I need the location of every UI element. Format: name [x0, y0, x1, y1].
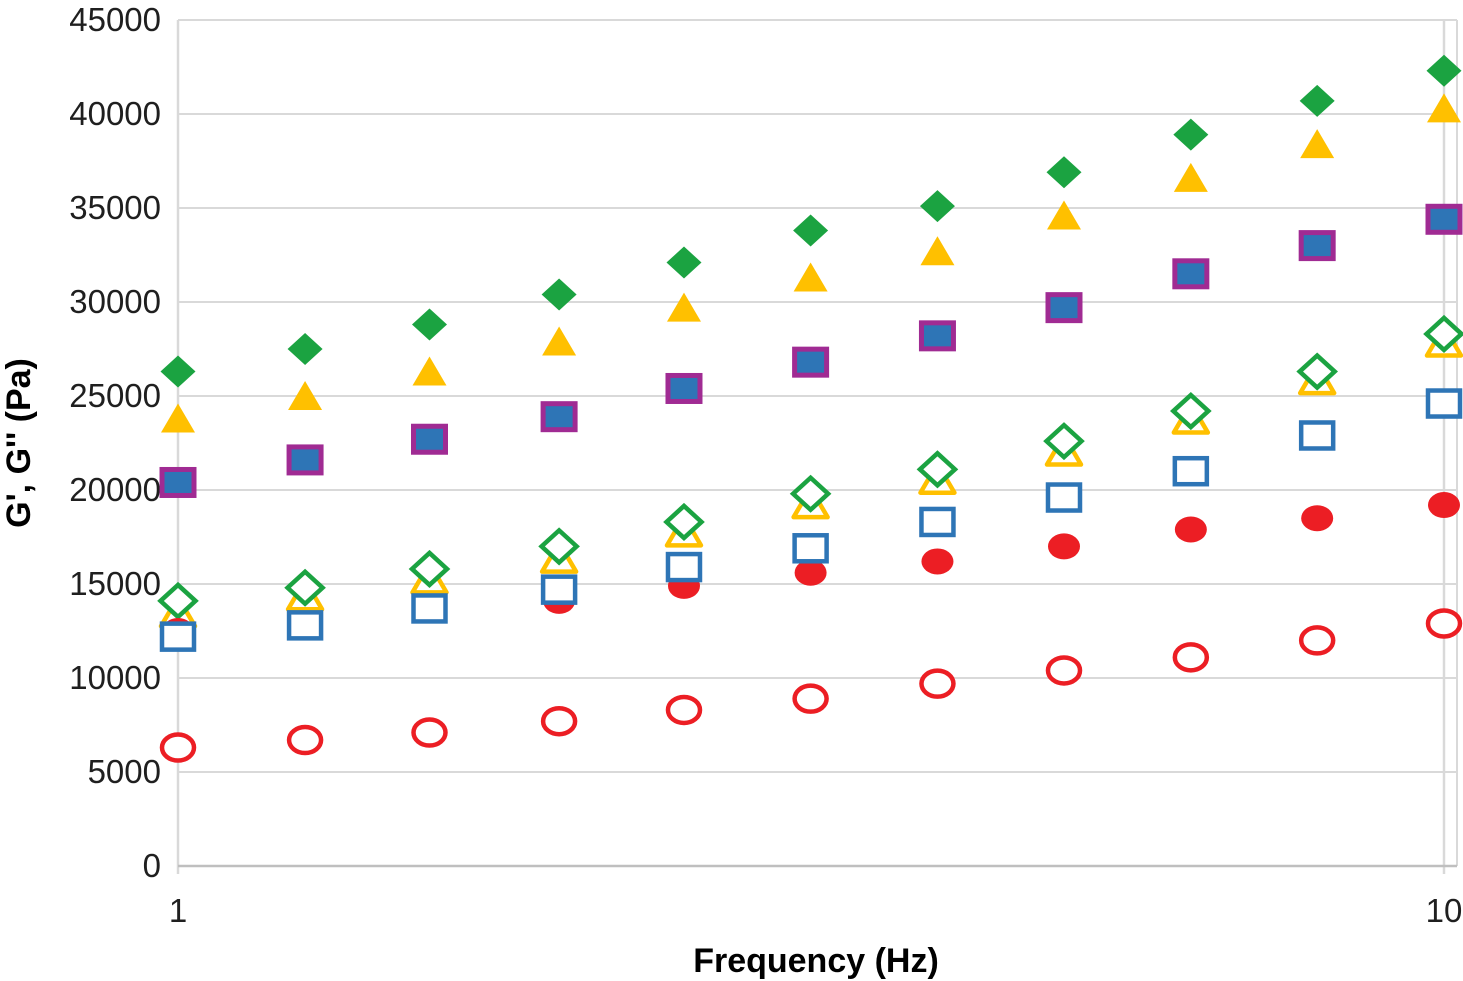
- marker: [921, 548, 954, 575]
- marker: [1428, 492, 1460, 519]
- marker: [1423, 314, 1463, 354]
- data-markers: [157, 54, 1463, 763]
- y-tick-label-10000: 10000: [69, 659, 161, 696]
- marker: [1427, 93, 1461, 123]
- marker: [1298, 420, 1336, 451]
- marker: [1046, 200, 1081, 230]
- marker: [792, 683, 829, 714]
- gridlines: [176, 19, 1458, 874]
- marker: [284, 568, 326, 607]
- x-tick-label-1: 1: [169, 892, 187, 929]
- marker: [1172, 642, 1210, 673]
- y-tick-label-35000: 35000: [69, 189, 161, 226]
- series-filled-blue-square-purple-border: [159, 203, 1463, 498]
- marker: [411, 717, 448, 748]
- marker: [1172, 258, 1210, 290]
- marker: [793, 214, 829, 247]
- marker: [1298, 230, 1336, 262]
- marker: [410, 423, 448, 455]
- marker: [288, 381, 323, 410]
- marker: [411, 308, 447, 341]
- marker: [789, 474, 832, 513]
- marker: [286, 610, 324, 641]
- marker: [538, 527, 580, 566]
- x-tick-label-10: 10: [1426, 892, 1463, 929]
- y-tick-label-15000: 15000: [69, 565, 161, 602]
- axes: 0 5000 10000 15000 20000 25000 30000 35000 40000…: [69, 1, 1462, 929]
- y-tick-label-0: 0: [143, 847, 161, 884]
- y-tick-label-45000: 45000: [69, 1, 161, 38]
- marker: [1047, 533, 1080, 560]
- marker: [792, 533, 829, 564]
- marker: [666, 292, 701, 322]
- marker: [663, 502, 705, 542]
- marker: [1170, 391, 1212, 431]
- marker: [159, 732, 197, 763]
- marker: [1296, 352, 1339, 391]
- marker: [541, 278, 577, 311]
- series-filled-green-diamond: [160, 54, 1462, 388]
- marker: [159, 621, 197, 652]
- marker: [412, 356, 447, 386]
- y-tick-label-5000: 5000: [88, 753, 161, 790]
- marker: [1045, 655, 1083, 686]
- marker: [1173, 118, 1209, 151]
- marker: [666, 246, 702, 279]
- marker: [665, 694, 703, 726]
- marker: [792, 346, 830, 378]
- marker: [1174, 516, 1207, 543]
- y-tick-label-25000: 25000: [69, 377, 161, 414]
- marker: [919, 190, 955, 223]
- marker: [159, 466, 197, 498]
- marker: [1298, 625, 1336, 656]
- marker: [1425, 608, 1463, 639]
- marker: [542, 326, 577, 356]
- marker: [286, 724, 324, 756]
- marker: [919, 506, 956, 538]
- marker: [793, 262, 828, 292]
- series-open-blue-square: [159, 388, 1463, 652]
- marker: [1425, 203, 1463, 235]
- marker: [1299, 84, 1335, 117]
- marker: [160, 355, 196, 388]
- marker: [1425, 388, 1463, 419]
- axis-labels: Frequency (Hz) G', G'' (Pa): [0, 358, 939, 980]
- marker: [920, 236, 955, 266]
- y-tick-label-20000: 20000: [69, 471, 161, 508]
- marker: [411, 593, 448, 624]
- marker: [916, 450, 959, 489]
- marker: [919, 668, 956, 699]
- marker: [540, 401, 578, 433]
- marker: [1046, 156, 1082, 189]
- marker: [918, 320, 956, 352]
- marker: [1301, 505, 1334, 532]
- marker: [1173, 162, 1208, 192]
- series-filled-gold-triangle: [161, 93, 1461, 433]
- x-axis-title: Frequency (Hz): [693, 942, 939, 980]
- marker: [540, 574, 578, 605]
- marker: [540, 705, 578, 737]
- marker: [1172, 455, 1210, 487]
- marker: [1045, 482, 1083, 513]
- marker: [287, 333, 323, 365]
- y-axis-title: G', G'' (Pa): [0, 358, 38, 528]
- marker: [1045, 292, 1083, 324]
- y-tick-label-30000: 30000: [69, 283, 161, 320]
- marker: [157, 581, 199, 620]
- marker: [1426, 54, 1462, 87]
- marker: [161, 403, 195, 433]
- marker: [665, 372, 703, 404]
- y-tick-label-40000: 40000: [69, 95, 161, 132]
- marker: [794, 559, 827, 586]
- marker: [1300, 129, 1335, 159]
- marker: [1043, 422, 1085, 461]
- marker: [665, 551, 703, 583]
- series-open-red-circle: [159, 608, 1463, 763]
- marker: [286, 444, 324, 476]
- marker: [408, 549, 451, 589]
- series-open-green-diamond: [157, 314, 1463, 620]
